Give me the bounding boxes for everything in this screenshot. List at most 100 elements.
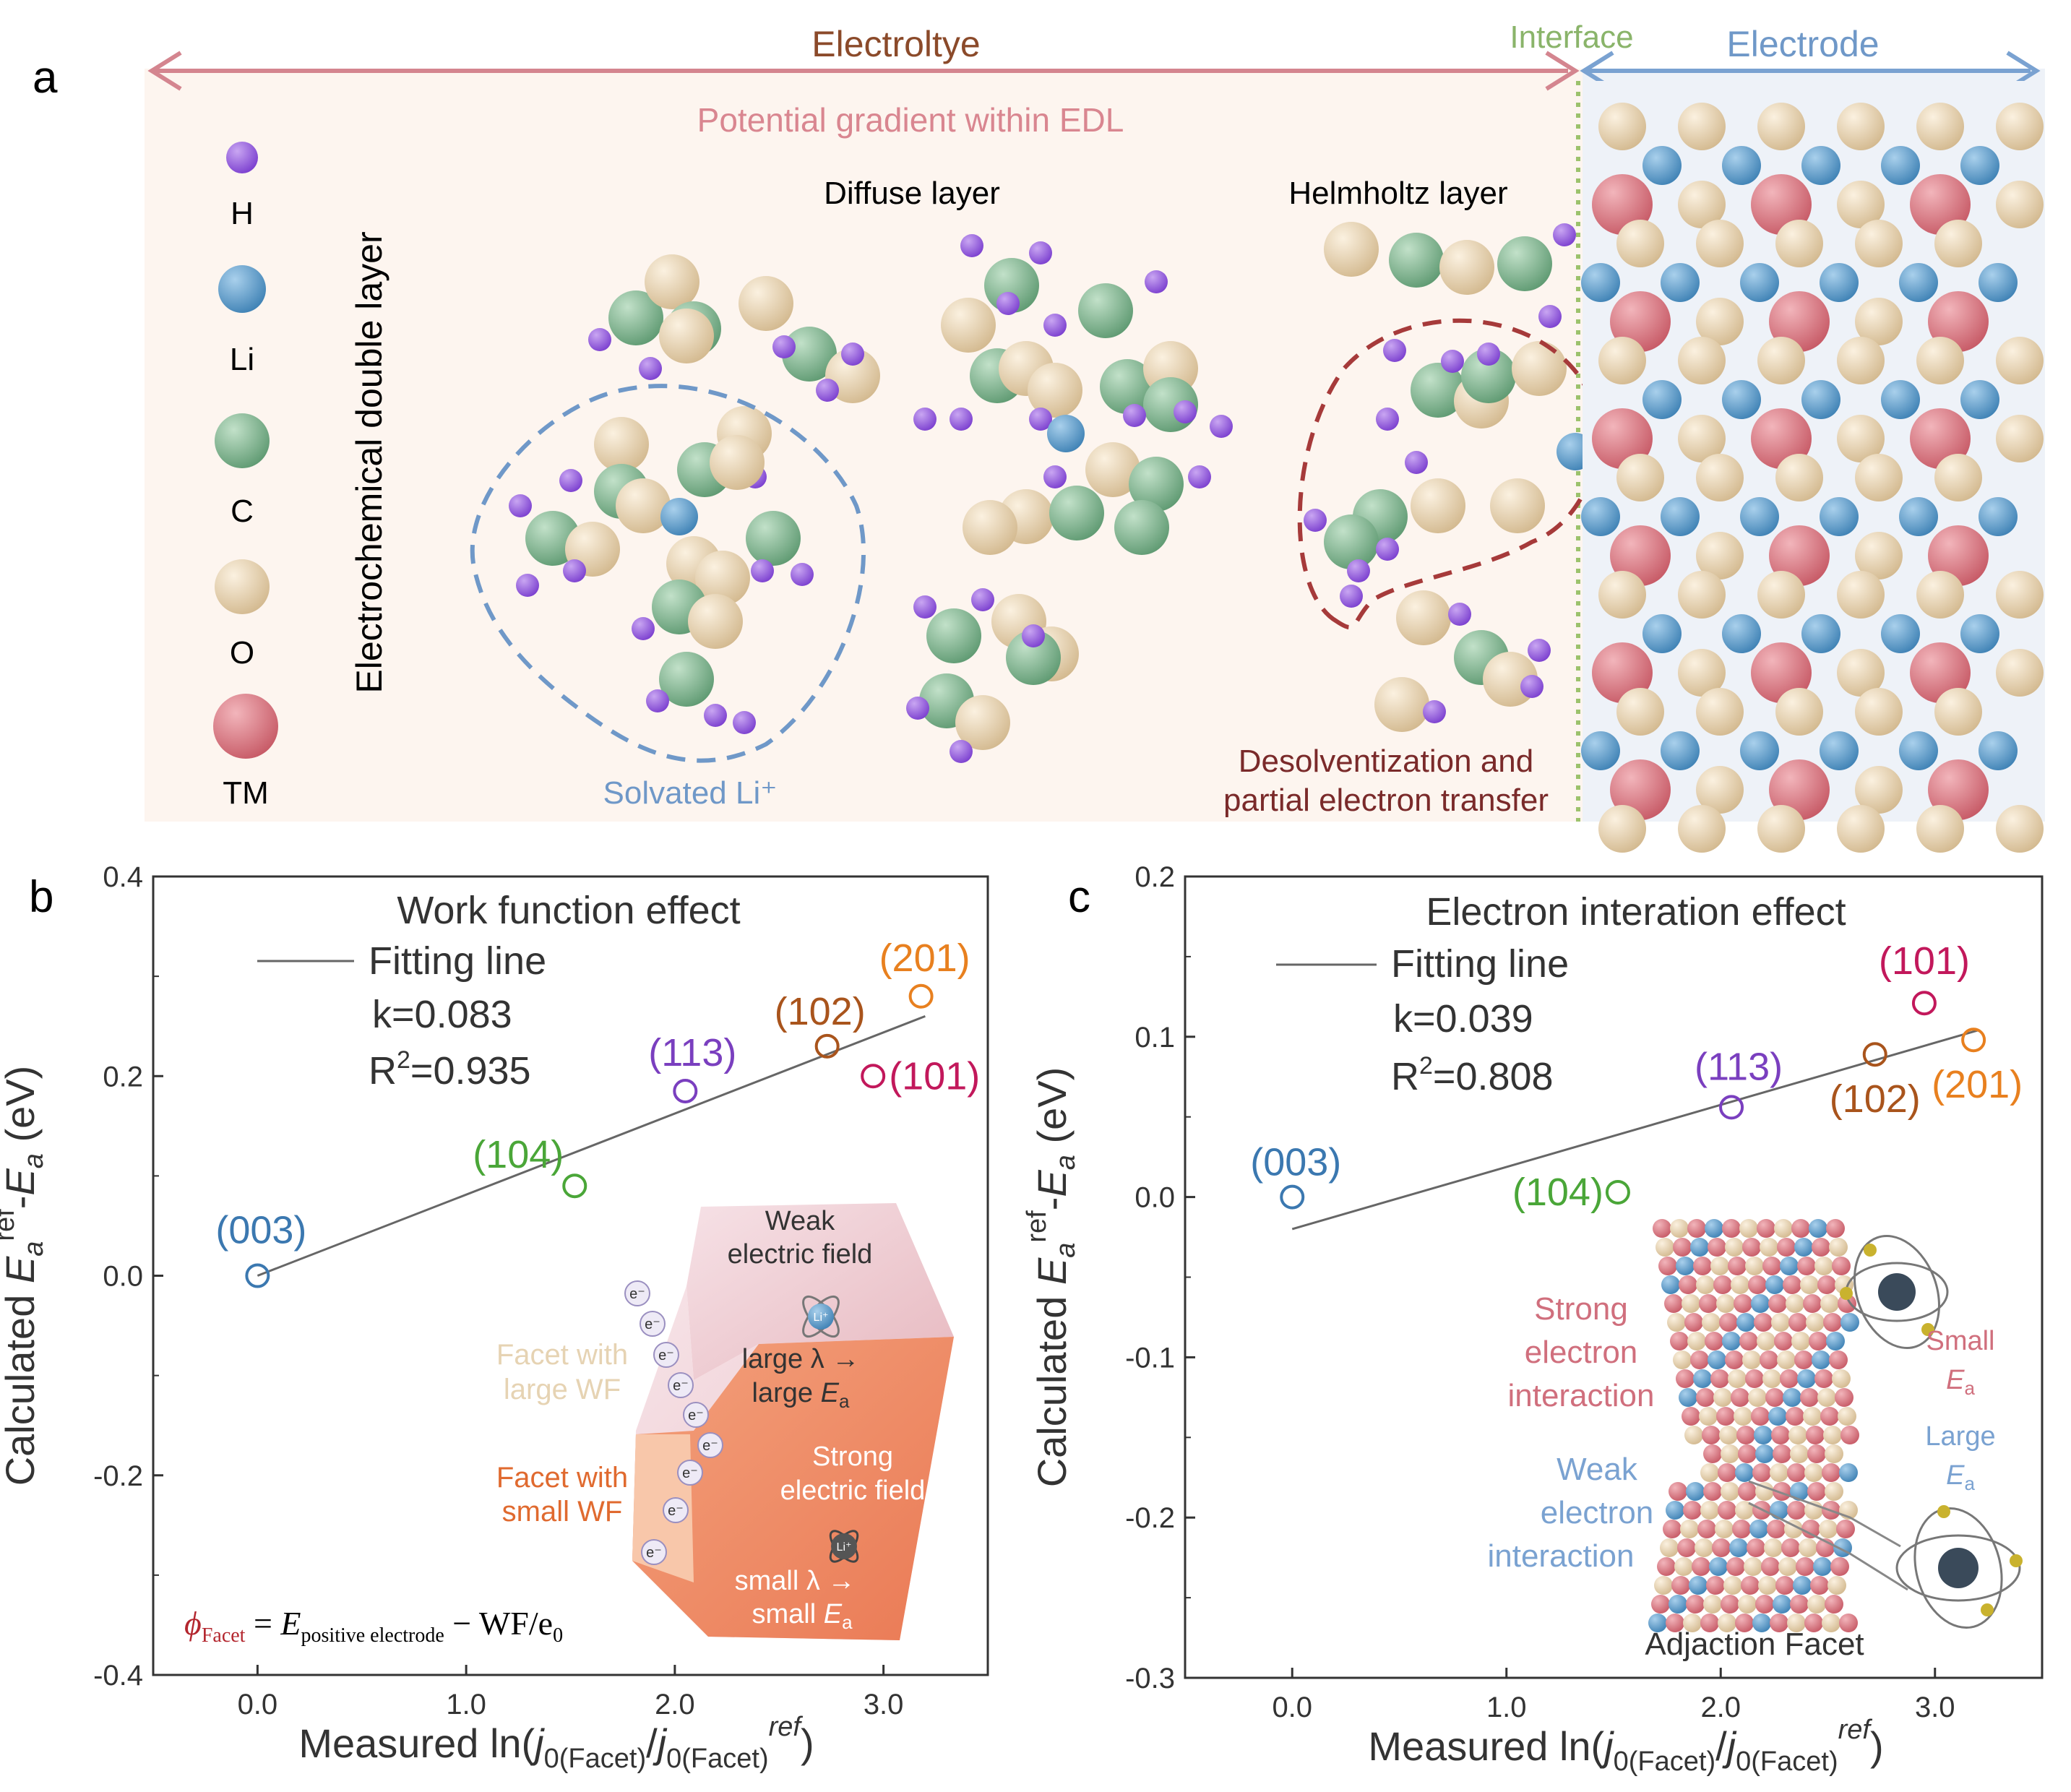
crystal-atom (1731, 1388, 1749, 1407)
molecule-atom-c (1461, 348, 1516, 403)
lattice-atom (1916, 337, 1964, 384)
li-ion-weak: Li⁺ (802, 1295, 840, 1338)
legend-label-b: Fitting line (369, 939, 546, 983)
lattice-atom (1757, 103, 1805, 150)
molecule-atom-h (588, 328, 611, 351)
lattice-atom (1881, 146, 1920, 185)
data-points-c: (003) (104) (113) (102) (201) (101) (1250, 939, 2023, 1214)
prism-top-face (686, 1203, 954, 1380)
crystal-inset: Strong electron interaction Weak electro… (1487, 1219, 2023, 1662)
molecule-atom-li (1047, 415, 1085, 452)
crystal-atom (1801, 1520, 1820, 1538)
electrolyte-molecules (509, 222, 1594, 763)
molecule-atom-h (1376, 538, 1399, 561)
crystal-atom (1774, 1332, 1793, 1351)
diffuse-layer-label: Diffuse layer (824, 176, 1000, 211)
crystal-atom (1760, 1238, 1778, 1257)
electron-symbol: e⁻ (646, 1545, 662, 1561)
lattice-atom (1581, 497, 1620, 536)
lattice-atom (1881, 380, 1920, 419)
crystal-atom (1806, 1313, 1825, 1332)
crystal-atom (1774, 1219, 1793, 1238)
crystal-atom (1835, 1388, 1853, 1407)
molecule-atom-o (1028, 363, 1082, 418)
molecule-atom-h (1423, 700, 1446, 723)
crystal-atom (1719, 1426, 1738, 1444)
crystal-atom (1790, 1595, 1809, 1614)
lattice-atom (1837, 103, 1885, 150)
crystal-atom (1693, 1257, 1712, 1275)
crystal-atom (1747, 1538, 1765, 1557)
crystal-atom (1736, 1313, 1755, 1332)
lattice-atom (1996, 805, 2044, 853)
crystal-atom (1654, 1576, 1673, 1595)
lattice-atom (1820, 731, 1859, 770)
electron-symbol: e⁻ (702, 1438, 718, 1454)
data-point (1605, 1179, 1630, 1205)
data-point (814, 1033, 840, 1059)
strong-interaction-3: interaction (1507, 1378, 1654, 1413)
crystal-atom (1738, 1444, 1757, 1463)
data-point (861, 1064, 886, 1089)
crystal-atom (1767, 1520, 1786, 1538)
crystal-atom (1768, 1294, 1787, 1313)
electrolyte-background (145, 69, 1583, 822)
x-tick-label: 1.0 (1486, 1692, 1527, 1723)
crystal-atom (1679, 1275, 1697, 1294)
lattice-atom (1837, 649, 1885, 697)
lattice-atom (1996, 415, 2044, 462)
lattice-atom (1592, 642, 1653, 703)
lattice-atom (1598, 571, 1646, 619)
atom-legend: H Li C O TM (213, 142, 278, 811)
y-tick-label: -0.1 (1125, 1342, 1175, 1374)
crystal-atom (1670, 1219, 1689, 1238)
crystal-atom (1690, 1351, 1709, 1369)
crystal-atom (1748, 1275, 1767, 1294)
crystal-atom (1686, 1595, 1705, 1614)
crystal-atom (1825, 1595, 1843, 1614)
crystal-atom (1682, 1294, 1700, 1313)
crystal-atom (1781, 1538, 1800, 1557)
electron-symbol: e⁻ (682, 1465, 698, 1481)
data-point-label: (102) (1830, 1077, 1921, 1121)
lattice-atom (1722, 380, 1761, 419)
lattice-atom (1678, 103, 1726, 150)
crystal-atom (1728, 1257, 1747, 1275)
crystal-atom (1721, 1482, 1739, 1501)
crystal-atom (1823, 1313, 1842, 1332)
crystal-atom (1676, 1369, 1695, 1388)
crystal-atom (1706, 1576, 1725, 1595)
crystal-atom (1827, 1576, 1846, 1595)
molecule-atom-o (739, 276, 793, 331)
crystal-atom (1765, 1388, 1784, 1407)
molecule-atom-h (960, 234, 983, 257)
electron (668, 1372, 694, 1398)
r2-value-c: R2=0.808 (1391, 1052, 1554, 1098)
electron (640, 1311, 666, 1337)
crystal-atom (1742, 1351, 1761, 1369)
orbit-bottom (1895, 1505, 2023, 1629)
crystal-atom (1793, 1576, 1812, 1595)
lattice-atom (1855, 220, 1903, 267)
lattice-atom (1678, 649, 1726, 697)
crystal-atom (1669, 1595, 1687, 1614)
lattice-atom (1757, 805, 1805, 853)
crystal-atom (1786, 1294, 1804, 1313)
panel-label-b: b (29, 872, 53, 922)
crystal-atom (1764, 1538, 1783, 1557)
crystal-atom (1783, 1275, 1801, 1294)
crystal-atom (1788, 1426, 1807, 1444)
lattice-atom (1899, 497, 1938, 536)
molecule-atom-o (963, 500, 1017, 555)
crystal-atom (1699, 1294, 1718, 1313)
weak-interaction-1: Weak (1557, 1452, 1638, 1487)
r2-value-b: R2=0.935 (369, 1046, 531, 1093)
interface-title: Interface (1510, 20, 1633, 55)
molecule-atom-h (1376, 408, 1399, 431)
crystal-atom (1734, 1407, 1752, 1426)
crystal-atom (1699, 1407, 1718, 1426)
crystal-atom (1736, 1426, 1755, 1444)
crystal-atom (1751, 1407, 1770, 1426)
crystal-atom (1702, 1426, 1721, 1444)
